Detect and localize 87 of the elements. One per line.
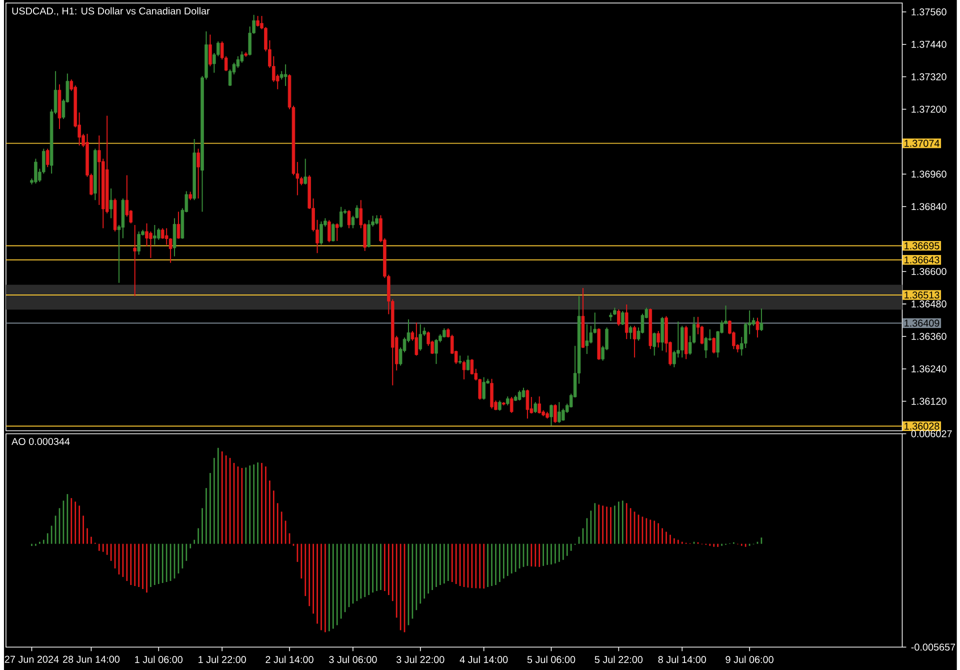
candlestick bbox=[208, 34, 212, 67]
ref-line-label: 1.36028 bbox=[904, 422, 940, 430]
candlestick bbox=[554, 404, 557, 424]
candlestick bbox=[585, 324, 589, 354]
candlestick bbox=[510, 396, 514, 414]
candlestick bbox=[133, 224, 136, 297]
x-tick-label: 3 Jul 22:00 bbox=[396, 656, 444, 664]
candlestick bbox=[498, 400, 502, 412]
y-tick-label: 1.36240 bbox=[912, 365, 946, 372]
candlestick bbox=[335, 222, 339, 242]
candlestick bbox=[46, 148, 50, 168]
x-tick-label: 5 Jul 06:00 bbox=[527, 656, 576, 664]
candlestick bbox=[153, 224, 156, 246]
candlestick bbox=[320, 220, 323, 246]
y-tick-label: 1.36480 bbox=[912, 300, 946, 308]
x-tick-label: 5 Jul 22:00 bbox=[594, 656, 643, 664]
candlestick bbox=[339, 206, 343, 228]
candlestick bbox=[632, 325, 636, 358]
candlestick bbox=[172, 218, 176, 257]
x-tick-label: 9 Jul 06:00 bbox=[726, 656, 774, 664]
candlestick bbox=[328, 220, 331, 243]
candlestick bbox=[256, 15, 260, 28]
y-tick-label: 1.37440 bbox=[912, 40, 946, 48]
candlestick bbox=[137, 230, 140, 256]
candlestick bbox=[652, 332, 656, 356]
y-tick-label: 1.37560 bbox=[912, 8, 946, 16]
candlestick bbox=[550, 404, 553, 426]
ref-line-label: 1.36695 bbox=[904, 242, 940, 250]
candlestick bbox=[168, 238, 172, 264]
candlestick bbox=[347, 210, 351, 229]
x-tick-label: 4 Jul 14:00 bbox=[460, 656, 508, 664]
ref-line-label: 1.37074 bbox=[904, 140, 940, 147]
candlestick bbox=[490, 378, 494, 410]
candlestick bbox=[196, 148, 200, 199]
candlestick bbox=[624, 304, 628, 340]
chart-title: AO 0.000344 bbox=[12, 438, 70, 446]
y-tick-label: 1.36840 bbox=[912, 203, 946, 210]
candlestick bbox=[34, 158, 38, 184]
candlestick bbox=[558, 402, 561, 424]
x-tick-label: 28 Jun 14:00 bbox=[63, 656, 120, 663]
candlestick bbox=[680, 325, 684, 358]
candlestick bbox=[442, 328, 446, 338]
candlestick bbox=[756, 317, 760, 338]
candlestick bbox=[534, 402, 538, 414]
chart-title: USDCAD., H1: US Dollar vs Canadian Dollar bbox=[12, 7, 210, 16]
candlestick bbox=[526, 389, 530, 420]
y-tick-label: 1.36360 bbox=[912, 332, 946, 340]
candlestick bbox=[332, 222, 335, 242]
x-tick-label: 1 Jul 06:00 bbox=[135, 656, 183, 664]
candlestick bbox=[284, 64, 288, 86]
candlestick bbox=[470, 358, 474, 376]
y-tick-label: -0.005657 bbox=[911, 644, 956, 651]
ref-line-label: 1.36513 bbox=[904, 292, 940, 299]
x-tick-label: 8 Jul 14:00 bbox=[658, 656, 706, 664]
candlestick bbox=[518, 390, 522, 401]
candlestick bbox=[482, 376, 486, 400]
candlestick bbox=[617, 308, 620, 326]
candlestick bbox=[109, 188, 113, 219]
x-tick-label: 1 Jul 22:00 bbox=[198, 656, 246, 664]
candlestick bbox=[628, 325, 632, 340]
candlestick bbox=[712, 336, 716, 354]
candlestick bbox=[462, 360, 466, 380]
candlestick bbox=[367, 220, 370, 248]
y-tick-label: 0.006027 bbox=[911, 430, 952, 438]
candlestick bbox=[418, 324, 422, 352]
y-tick-label: 1.36600 bbox=[912, 268, 946, 276]
ref-line-label: 1.36409 bbox=[904, 320, 940, 327]
candlestick bbox=[157, 228, 160, 240]
candlestick bbox=[538, 396, 541, 414]
candlestick bbox=[621, 310, 624, 326]
candlestick bbox=[149, 230, 152, 258]
y-tick-label: 1.37320 bbox=[912, 73, 946, 80]
x-tick-label: 2 Jul 14:00 bbox=[266, 656, 314, 664]
candlestick bbox=[414, 322, 418, 356]
candlestick bbox=[466, 355, 470, 371]
y-tick-label: 1.37200 bbox=[912, 106, 946, 113]
y-tick-label: 1.36960 bbox=[912, 170, 946, 178]
candlestick bbox=[656, 330, 660, 348]
ref-line-label: 1.36643 bbox=[904, 256, 940, 264]
y-tick-label: 1.36120 bbox=[912, 398, 946, 405]
candlestick bbox=[304, 158, 308, 185]
x-tick-label: 27 Jun 2024 bbox=[4, 656, 59, 663]
candlestick bbox=[176, 211, 180, 240]
candlestick bbox=[375, 214, 378, 225]
candlestick bbox=[704, 336, 708, 359]
candlestick bbox=[760, 308, 764, 332]
x-tick-label: 3 Jul 06:00 bbox=[329, 656, 377, 664]
